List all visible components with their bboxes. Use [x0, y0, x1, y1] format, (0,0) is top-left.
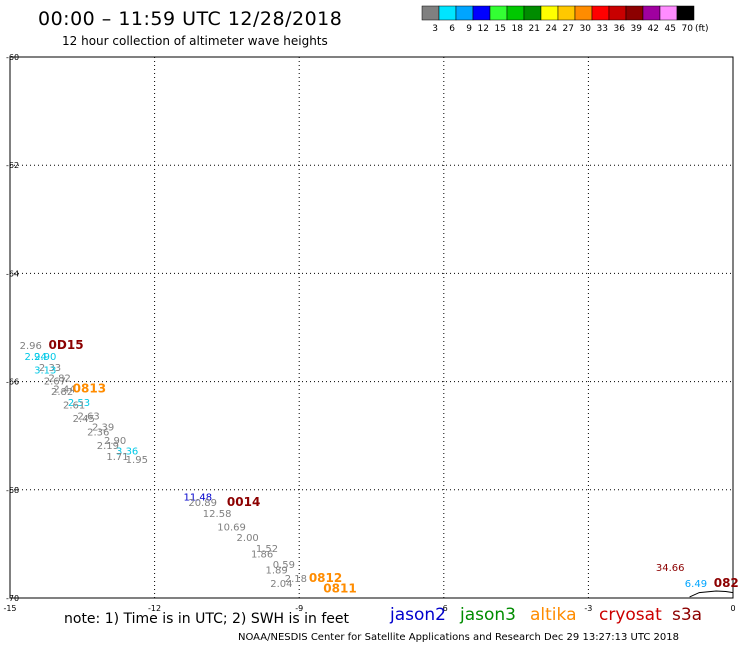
page-title: 00:00 – 11:59 UTC 12/28/2018 — [38, 8, 343, 30]
colorbar-swatch — [608, 5, 627, 21]
wave-height-label: 2.44 — [53, 384, 75, 395]
y-tick-label: -68 — [6, 486, 19, 495]
colorbar-swatch — [557, 5, 576, 21]
colorbar-label: 39 — [631, 24, 643, 34]
colorbar-swatch — [540, 5, 559, 21]
colorbar-label: 6 — [449, 24, 455, 34]
y-tick-label: -64 — [6, 269, 19, 278]
legend-jason2: jason2 — [390, 605, 446, 625]
colorbar-swatch — [421, 5, 440, 21]
colorbar-swatch — [472, 5, 491, 21]
wave-height-label: 2.82 — [49, 374, 71, 385]
wave-height-label: 10.69 — [217, 522, 246, 533]
colorbar-swatch — [625, 5, 644, 21]
wave-height-label: 6.49 — [685, 579, 707, 590]
pass-label: 0813 — [73, 381, 106, 395]
colorbar-swatch — [642, 5, 661, 21]
y-tick-label: -66 — [6, 378, 19, 387]
colorbar-label: 27 — [563, 24, 574, 34]
plot-frame — [9, 56, 734, 599]
wave-height-label: 2.36 — [87, 428, 109, 439]
colorbar-swatch — [523, 5, 542, 21]
wave-height-label: 2.18 — [285, 574, 307, 585]
wave-height-label: 1.86 — [251, 549, 273, 560]
wave-height-label: 2.90 — [104, 436, 126, 447]
wave-height-label: 2.45 — [73, 414, 95, 425]
wave-height-label: 2.82 — [51, 387, 73, 398]
wave-height-label: 0.59 — [273, 560, 295, 571]
colorbar-label: 3 — [432, 24, 438, 34]
y-tick-label: -70 — [6, 594, 19, 603]
colorbar-swatch — [438, 5, 457, 21]
colorbar-swatch — [455, 5, 474, 21]
wave-height-label: 2.96 — [20, 341, 42, 352]
x-tick-label: -3 — [584, 604, 592, 613]
pass-label: 0812 — [309, 571, 342, 585]
footer-credit: NOAA/NESDIS Center for Satellite Applica… — [238, 632, 680, 643]
page-subtitle: 12 hour collection of altimeter wave hei… — [62, 34, 328, 48]
wave-height-label: 2.61 — [63, 401, 85, 412]
colorbar-swatch — [489, 5, 508, 21]
wave-height-label: 2.19 — [97, 441, 119, 452]
y-tick-label: -62 — [6, 161, 19, 170]
wave-height-label: 11.48 — [184, 493, 213, 504]
wave-height-label: 1.71 — [106, 452, 128, 463]
x-tick-label: -15 — [3, 604, 16, 613]
x-tick-label: -9 — [295, 604, 303, 613]
wave-height-label: 2.04 — [270, 579, 292, 590]
wave-height-label: 1.89 — [265, 566, 287, 577]
wave-height-label: 2.00 — [237, 533, 259, 544]
colorbar-swatch — [676, 5, 695, 21]
pass-label: 082 — [714, 576, 739, 590]
pass-label: 0D15 — [49, 338, 84, 352]
colorbar-label: 24 — [546, 24, 558, 34]
wave-height-label: 3.36 — [116, 447, 138, 458]
legend-cryosat: cryosat — [599, 605, 662, 625]
pass-label: 0811 — [323, 582, 356, 596]
wave-height-label: 2.90 — [34, 352, 56, 363]
colorbar-label: 12 — [478, 24, 489, 34]
wave-height-label: 20.89 — [188, 498, 217, 509]
colorbar-unit: (ft) — [695, 24, 709, 34]
wave-height-label: 2.67 — [44, 376, 66, 387]
colorbar-label: 42 — [648, 24, 659, 34]
footer-note: note: 1) Time is in UTC; 2) SWH is in fe… — [64, 611, 350, 627]
colorbar-swatch — [506, 5, 525, 21]
colorbar-label: 70 — [682, 24, 694, 34]
wave-height-label: 1.52 — [256, 544, 278, 555]
wave-height-label: 2.53 — [68, 398, 90, 409]
y-tick-label: -60 — [6, 53, 19, 62]
wave-height-label: 2.39 — [92, 422, 114, 433]
colorbar-label: 15 — [495, 24, 506, 34]
legend-jason3: jason3 — [460, 605, 516, 625]
colorbar-swatch — [659, 5, 678, 21]
colorbar-label: 18 — [512, 24, 524, 34]
wave-height-label: 3.13 — [34, 365, 56, 376]
x-tick-label: -12 — [148, 604, 161, 613]
wave-height-label: 1.95 — [126, 455, 148, 466]
x-tick-label: -6 — [440, 604, 448, 613]
legend-altika: altika — [530, 605, 577, 625]
wave-height-label: 12.58 — [203, 509, 232, 520]
colorbar-swatch — [574, 5, 593, 21]
wave-height-label: 34.66 — [656, 563, 685, 574]
x-tick-label: 0 — [730, 604, 735, 613]
colorbar-swatch — [591, 5, 610, 21]
wave-height-label: 2.33 — [39, 363, 61, 374]
colorbar-label: 33 — [597, 24, 608, 34]
colorbar-label: 9 — [466, 24, 472, 34]
wave-height-label: 2.63 — [77, 411, 99, 422]
colorbar-label: 36 — [614, 24, 626, 34]
wave-height-label: 2.94 — [24, 352, 46, 363]
colorbar-label: 45 — [665, 24, 676, 34]
legend-s3a: s3a — [672, 605, 703, 625]
coastline — [689, 590, 734, 598]
pass-label: 0014 — [227, 495, 260, 509]
colorbar-label: 30 — [580, 24, 592, 34]
colorbar-label: 21 — [529, 24, 540, 34]
